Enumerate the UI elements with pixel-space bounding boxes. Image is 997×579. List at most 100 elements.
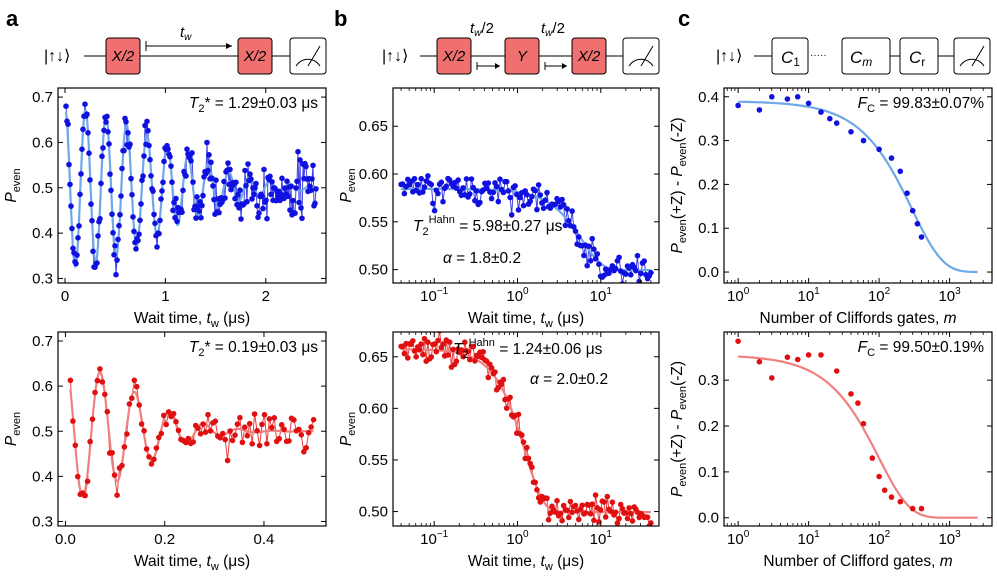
panel-label-a: a — [6, 6, 19, 31]
data-point — [264, 215, 270, 222]
data-point — [207, 428, 214, 434]
data-point — [560, 502, 567, 509]
data-point — [234, 421, 241, 427]
data-point — [110, 230, 116, 236]
y-tick-label: 0.3 — [698, 133, 719, 150]
data-point — [401, 350, 408, 357]
data-point — [305, 429, 312, 436]
data-point — [472, 358, 478, 364]
data-point — [485, 374, 492, 381]
data-point — [165, 146, 171, 152]
data-point — [263, 197, 269, 204]
data-point — [460, 185, 466, 191]
data-point — [67, 181, 73, 188]
data-point — [87, 438, 93, 445]
data-point — [169, 179, 175, 185]
data-point — [82, 101, 88, 107]
data-point — [433, 348, 440, 355]
x-tick-label: 100 — [727, 286, 750, 305]
data-point — [133, 246, 139, 252]
data-point — [435, 190, 441, 197]
data-point — [89, 217, 95, 224]
data-point — [278, 422, 285, 428]
annotation: T2Hahn = 5.98±0.27 μs — [413, 214, 563, 238]
y-tick-label: 0.7 — [32, 333, 53, 350]
data-point — [529, 193, 535, 200]
data-point — [90, 248, 96, 255]
data-point — [308, 187, 314, 194]
y-axis-label: Peven(+Z) - Peven(-Z) — [669, 361, 689, 497]
data-point — [542, 197, 549, 203]
data-point — [105, 129, 111, 135]
data-point — [818, 109, 824, 115]
data-point — [876, 473, 882, 480]
data-point — [634, 252, 641, 259]
fit-curve — [69, 370, 314, 498]
panel-label-c: c — [678, 6, 690, 31]
data-point — [458, 347, 465, 353]
data-point — [587, 511, 594, 517]
axes-frame — [392, 331, 660, 527]
data-point — [569, 509, 575, 516]
data-point — [261, 411, 268, 418]
data-point — [175, 427, 182, 434]
x-axis-label: Wait time, tw (μs) — [134, 553, 250, 573]
data-point — [141, 428, 147, 434]
data-point — [161, 412, 167, 419]
data-point — [805, 100, 812, 107]
data-point — [235, 191, 241, 198]
data-point — [195, 425, 201, 432]
data-point — [108, 187, 114, 194]
data-point — [251, 411, 258, 417]
y-axis-label: Peven — [3, 412, 23, 446]
data-point — [87, 177, 93, 183]
data-point — [488, 365, 495, 371]
data-point — [579, 502, 585, 509]
data-point — [266, 416, 273, 422]
data-point — [589, 235, 595, 242]
data-point — [97, 366, 103, 372]
y-tick-label: 0.0 — [698, 510, 719, 527]
data-point — [623, 271, 629, 277]
data-point — [180, 187, 186, 194]
data-point — [897, 168, 904, 175]
data-point — [446, 339, 453, 346]
data-point — [477, 199, 483, 206]
circuit-b-state: |↑↓⟩ — [382, 48, 408, 65]
data-point — [135, 237, 141, 244]
data-point — [232, 195, 238, 202]
data-point — [111, 472, 118, 478]
data-point — [111, 252, 117, 258]
y-tick-label: 0.3 — [32, 270, 53, 287]
data-point — [794, 356, 801, 363]
data-point — [450, 346, 456, 353]
data-point — [75, 473, 81, 480]
data-point — [525, 455, 532, 462]
data-point — [888, 494, 895, 500]
x-tick-label: 1 — [161, 288, 169, 305]
fit-curve — [401, 348, 651, 514]
circuit-a: |↑↓⟩ X/2 tw X/2 — [44, 24, 327, 75]
data-point — [130, 214, 136, 220]
data-point — [208, 159, 214, 166]
data-point — [430, 200, 436, 207]
data-point — [520, 202, 527, 209]
data-point — [99, 153, 105, 160]
data-point — [100, 145, 106, 151]
data-point — [628, 510, 634, 517]
data-point — [151, 211, 157, 218]
data-point — [244, 198, 250, 205]
data-point — [174, 218, 180, 225]
data-point — [897, 498, 904, 505]
data-point — [252, 185, 258, 191]
y-axis-label: Peven(+Z) - Peven(-Z) — [669, 118, 689, 254]
data-point — [544, 495, 550, 502]
data-point — [113, 271, 119, 278]
data-point — [602, 266, 609, 273]
data-point — [247, 171, 253, 177]
data-point — [198, 215, 204, 221]
data-point — [453, 185, 460, 191]
chart-ramsey-blue: 0 1 2 0.3 0.4 0.5 0.6 0.7 Wait time, tw (μs) Peve… — [3, 87, 327, 330]
y-tick-label: 0.0 — [698, 264, 719, 281]
gate-c1 — [771, 37, 809, 75]
